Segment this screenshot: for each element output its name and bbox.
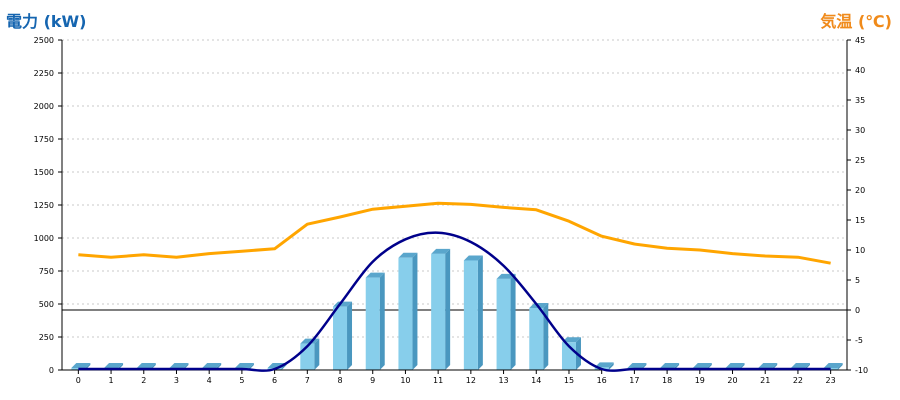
- x-tick-label: 21: [760, 376, 770, 385]
- bar-top: [725, 363, 745, 368]
- bar-top: [561, 337, 581, 343]
- temperature-line: [78, 201, 831, 265]
- right-tick-label: 15: [855, 216, 865, 225]
- bar-top: [431, 248, 451, 254]
- x-tick-label: 0: [76, 376, 81, 385]
- left-tick-label: 1000: [34, 234, 54, 243]
- bar-top: [463, 255, 483, 261]
- bar: [463, 260, 478, 370]
- bar-side: [347, 301, 353, 370]
- bar-side: [248, 363, 254, 370]
- power-curve: [78, 231, 831, 372]
- bar: [529, 307, 544, 370]
- bar-side: [379, 272, 385, 370]
- right-tick-label: 10: [855, 246, 865, 255]
- x-tick-label: 14: [531, 376, 541, 385]
- bar-side: [477, 255, 483, 370]
- x-tick-label: 11: [433, 376, 443, 385]
- bar-side: [445, 248, 451, 370]
- bar-top: [790, 363, 810, 368]
- left-tick-label: 1250: [34, 201, 54, 210]
- x-tick-label: 7: [305, 376, 310, 385]
- left-tick-label: 500: [39, 300, 54, 309]
- bar-top: [365, 272, 385, 278]
- x-tick-label: 19: [695, 376, 705, 385]
- bar: [496, 278, 511, 370]
- bar-side: [412, 252, 418, 370]
- bar-top: [823, 363, 843, 368]
- x-tick-label: 15: [564, 376, 574, 385]
- right-tick-label: 5: [855, 276, 860, 285]
- left-axis-title: 電力 (kW): [6, 12, 87, 31]
- x-tick-label: 20: [727, 376, 737, 385]
- x-tick-label: 4: [207, 376, 212, 385]
- left-tick-label: 750: [39, 267, 54, 276]
- x-tick-label: 18: [662, 376, 672, 385]
- right-tick-label: 0: [855, 306, 860, 315]
- bar: [333, 306, 348, 370]
- left-tick-label: 2000: [34, 102, 54, 111]
- bar-side: [314, 338, 320, 370]
- x-tick-label: 2: [141, 376, 146, 385]
- bar-top: [627, 363, 647, 368]
- x-tick-label: 22: [793, 376, 803, 385]
- bar: [398, 257, 413, 370]
- x-tick-label: 23: [826, 376, 836, 385]
- bar-side: [608, 362, 614, 370]
- bar: [431, 253, 446, 370]
- left-tick-label: 0: [49, 366, 54, 375]
- bar-top: [692, 363, 712, 368]
- right-tick-label: -5: [855, 336, 863, 345]
- x-tick-label: 1: [109, 376, 114, 385]
- x-tick-label: 17: [629, 376, 639, 385]
- right-axis-title: 気温 (℃): [820, 12, 892, 31]
- bar-top: [104, 363, 124, 368]
- bar-top: [202, 363, 222, 368]
- x-tick-label: 9: [370, 376, 375, 385]
- left-tick-label: 250: [39, 333, 54, 342]
- right-tick-label: 30: [855, 126, 865, 135]
- right-tick-label: 40: [855, 66, 865, 75]
- bar-top: [136, 363, 156, 368]
- right-tick-label: 35: [855, 96, 865, 105]
- x-tick-label: 12: [466, 376, 476, 385]
- x-tick-label: 8: [337, 376, 342, 385]
- bar-top: [758, 363, 778, 368]
- x-tick-label: 16: [597, 376, 607, 385]
- right-tick-label: -10: [855, 366, 868, 375]
- x-tick-label: 5: [239, 376, 244, 385]
- bar-top: [71, 363, 91, 368]
- x-tick-label: 10: [400, 376, 410, 385]
- right-tick-label: 20: [855, 186, 865, 195]
- left-tick-label: 2250: [34, 69, 54, 78]
- bar-top: [169, 363, 189, 368]
- bar-top: [594, 362, 614, 368]
- x-tick-label: 3: [174, 376, 179, 385]
- bar-top: [660, 363, 680, 368]
- bar-top: [234, 363, 254, 368]
- right-tick-label: 45: [855, 36, 865, 45]
- bar-side: [510, 273, 516, 370]
- x-tick-label: 13: [498, 376, 508, 385]
- left-tick-label: 1750: [34, 135, 54, 144]
- bar-top: [398, 252, 418, 258]
- x-tick-label: 6: [272, 376, 277, 385]
- bar-top: [496, 273, 516, 279]
- bar: [365, 277, 380, 370]
- left-tick-label: 1500: [34, 168, 54, 177]
- right-tick-label: 25: [855, 156, 865, 165]
- bar-side: [837, 363, 843, 370]
- left-tick-label: 2500: [34, 36, 54, 45]
